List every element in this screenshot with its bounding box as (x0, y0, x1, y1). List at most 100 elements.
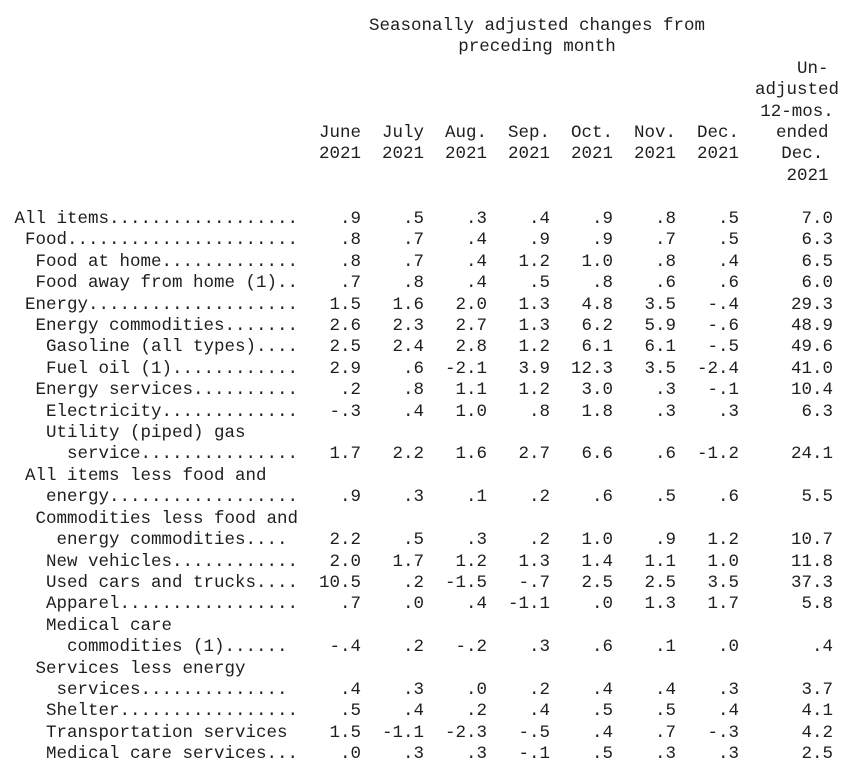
month-value: .2 (339, 380, 361, 401)
month-value: .3 (654, 380, 676, 401)
month-value: 2.6 (329, 316, 361, 337)
table-row: Energy.................... 1.5 1.6 2.0 1.3 4… (4, 295, 866, 316)
month-value: .9 (591, 209, 613, 229)
month-value: .6 (654, 444, 676, 465)
month-value: .6 (717, 487, 739, 508)
unadjusted-12mo-value: 6.0 (801, 273, 833, 294)
month-value: -.3 (329, 401, 361, 422)
month-value: -2.3 (444, 722, 487, 743)
row-label: Apparel................. (4, 594, 299, 615)
month-value: -2.4 (696, 358, 739, 379)
month-value: 1.7 (392, 551, 424, 572)
row-label: Services less energy services...........… (35, 658, 288, 700)
month-headers-row: June 2021 July 2021 Aug. 2021 Sep. 2021 Oct.… (4, 123, 739, 166)
month-value: .0 (591, 594, 613, 615)
table-row: Medical care commodities (1)...... -.4 .2… (4, 616, 866, 659)
row-label: Gasoline (all types).... (4, 337, 299, 358)
month-value: 1.7 (329, 444, 361, 465)
month-value: 2.2 (329, 530, 361, 551)
month-value: .6 (717, 273, 739, 294)
month-value: .7 (654, 230, 676, 251)
month-value: .2 (528, 487, 550, 508)
month-header: June 2021 (318, 123, 361, 165)
row-label: Used cars and trucks.... (4, 572, 299, 593)
month-value: .3 (654, 744, 676, 765)
unadjusted-12mo-value: 49.6 (790, 337, 833, 358)
month-value: .6 (591, 487, 613, 508)
month-value: .3 (465, 744, 487, 765)
month-value: .8 (528, 401, 550, 422)
row-label: Energy commodities....... (4, 316, 299, 337)
table-row: Food away from home (1).. .7 .8 .4 .5 .8 .6 .6… (4, 273, 866, 294)
month-value: 2.8 (455, 337, 487, 358)
month-value: 1.3 (644, 594, 676, 615)
month-value: .3 (654, 401, 676, 422)
month-value: .7 (339, 273, 361, 294)
month-value: 2.2 (392, 444, 424, 465)
month-value: .4 (591, 679, 613, 700)
month-value: 6.6 (581, 444, 613, 465)
month-value: .8 (591, 273, 613, 294)
month-value: 12.3 (570, 358, 613, 379)
month-value: .6 (654, 273, 676, 294)
table-row: Energy commodities....... 2.6 2.3 2.7 1.3 6.… (4, 316, 866, 337)
row-label: Energy services.......... (4, 380, 299, 401)
month-value: .3 (717, 401, 739, 422)
row-label: Shelter................. (4, 701, 299, 722)
month-value: -.2 (455, 637, 487, 658)
month-value: 2.9 (329, 358, 361, 379)
unadjusted-12mo-value: 29.3 (790, 294, 833, 315)
month-value: .3 (528, 637, 550, 658)
unadjusted-12mo-value: 6.3 (801, 401, 833, 422)
month-value: 1.8 (581, 401, 613, 422)
month-value: -.6 (707, 316, 739, 337)
row-label: Energy.................... (4, 294, 299, 315)
month-value: -1.5 (444, 572, 487, 593)
table-body: All items.................. .9.5.3.4.9.8… (4, 209, 866, 766)
month-value: .4 (528, 701, 550, 722)
month-value: .5 (402, 530, 424, 551)
month-value: 2.5 (581, 572, 613, 593)
month-value: .3 (717, 744, 739, 765)
month-value: .2 (528, 530, 550, 551)
month-value: .3 (465, 530, 487, 551)
unadjusted-12mo-value: 10.7 (790, 530, 833, 551)
month-value: 6.1 (644, 337, 676, 358)
unadjusted-12mo-value: .4 (811, 637, 833, 658)
table-row: Utility (piped) gas service.............… (4, 423, 866, 466)
table-row: Energy services.......... .2 .8 1.1 1.2 3.0.… (4, 380, 866, 401)
table-row: Commodities less food and energy commodi… (4, 509, 866, 552)
month-value: -2.1 (444, 358, 487, 379)
month-value: 6.1 (581, 337, 613, 358)
table-row: Food...................... .8 .7 .4 .9 .9 .7.… (4, 230, 866, 251)
unadjusted-12mo-value: 10.4 (790, 380, 833, 401)
unadjusted-12mo-value: 7.0 (801, 209, 833, 229)
unadjusted-12mo-value: 11.8 (790, 551, 833, 572)
month-value: -.5 (518, 722, 550, 743)
month-header: Aug. 2021 (444, 123, 487, 165)
month-value: .5 (654, 701, 676, 722)
month-value: .5 (591, 701, 613, 722)
month-value: .5 (717, 209, 739, 229)
unadjusted-12mo-value: 3.7 (801, 679, 833, 700)
month-value: 2.7 (455, 316, 487, 337)
month-value: .0 (339, 744, 361, 765)
month-value: .0 (402, 594, 424, 615)
month-value: -1.2 (696, 444, 739, 465)
row-label: Medical care commodities (1)...... (46, 615, 288, 658)
month-value: 2.7 (518, 444, 550, 465)
month-header: July 2021 (381, 123, 424, 165)
table-row: Food at home............. .8 .7 .4 1.2 1.0 .8… (4, 252, 866, 273)
month-value: 3.0 (581, 380, 613, 401)
month-value: .2 (402, 572, 424, 593)
month-value: .3 (402, 679, 424, 700)
month-value: .4 (339, 679, 361, 700)
month-value: -.4 (329, 637, 361, 658)
month-value: 1.0 (707, 551, 739, 572)
table-row: New vehicles............ 2.0 1.7 1.2 1.3 1.4… (4, 552, 866, 573)
unadjusted-12mo-value: 6.3 (801, 230, 833, 251)
month-value: -1.1 (381, 722, 424, 743)
month-value: .2 (465, 701, 487, 722)
month-value: 1.2 (707, 530, 739, 551)
